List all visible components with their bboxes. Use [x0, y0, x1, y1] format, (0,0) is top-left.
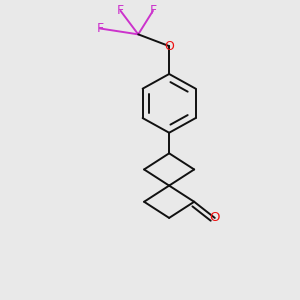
Text: F: F — [117, 4, 124, 17]
Text: O: O — [209, 212, 220, 224]
Text: F: F — [96, 22, 103, 35]
Text: F: F — [149, 4, 157, 17]
Text: O: O — [164, 40, 174, 52]
